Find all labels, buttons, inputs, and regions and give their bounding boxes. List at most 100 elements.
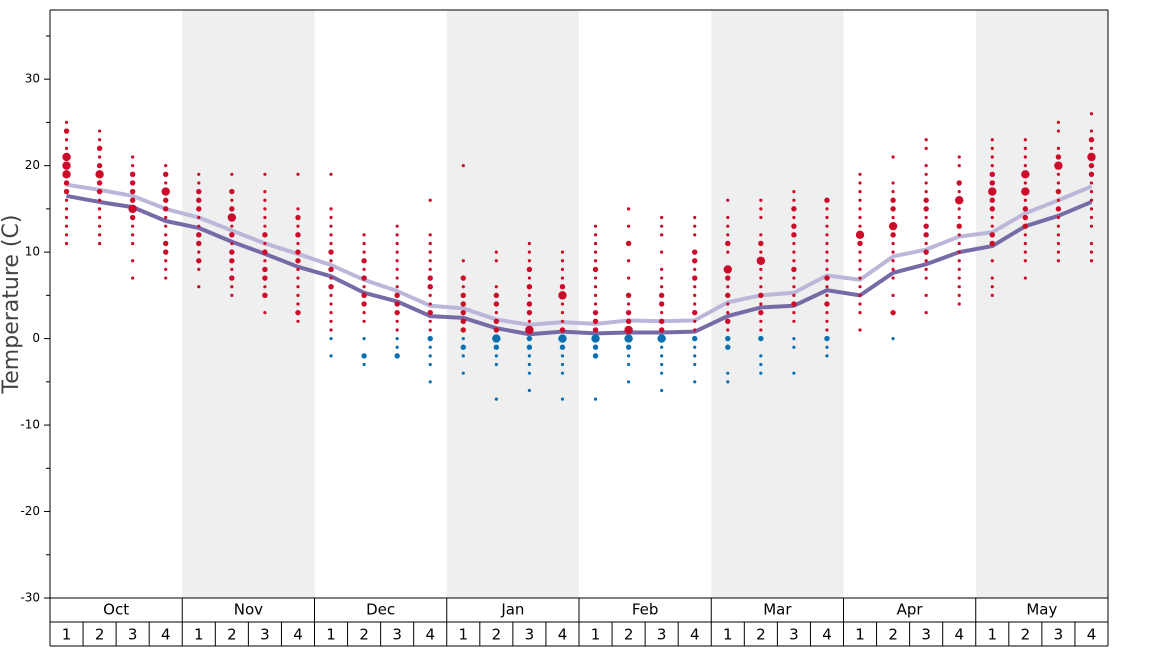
temperature-dot: [428, 319, 432, 323]
month-band: [182, 10, 315, 598]
week-label: 4: [425, 626, 435, 644]
temperature-dot: [891, 293, 895, 297]
temperature-dot: [593, 241, 598, 246]
temperature-dot: [825, 345, 829, 349]
temperature-dot: [131, 164, 135, 168]
temperature-dot: [62, 170, 71, 179]
temperature-dot: [196, 188, 202, 195]
temperature-dot: [990, 224, 994, 228]
temperature-dot: [362, 336, 366, 341]
temperature-dot: [164, 276, 168, 280]
temperature-dot: [924, 189, 928, 194]
temperature-dot: [1056, 259, 1061, 263]
temperature-dot: [658, 318, 665, 324]
temperature-dot: [131, 241, 135, 246]
temperature-dot: [660, 215, 664, 220]
temperature-dot: [693, 302, 697, 306]
temperature-dot: [527, 259, 532, 263]
temperature-dot: [792, 336, 796, 341]
week-label: 4: [1087, 626, 1097, 644]
temperature-dot: [592, 327, 599, 333]
temperature-dot: [329, 276, 333, 280]
temperature-dot: [262, 266, 268, 273]
temperature-dot: [693, 224, 697, 228]
week-label: 3: [128, 626, 138, 644]
temperature-dot: [560, 354, 565, 358]
temperature-dot: [593, 233, 598, 237]
temperature-dot: [891, 215, 895, 220]
temperature-dot: [957, 215, 961, 220]
temperature-dot: [956, 180, 962, 186]
temperature-dot: [461, 371, 465, 375]
week-label: 2: [359, 626, 369, 644]
temperature-dot: [558, 334, 567, 343]
temperature-dot: [230, 172, 234, 176]
temperature-dot: [460, 301, 466, 307]
temperature-dot: [593, 397, 598, 401]
temperature-dot: [329, 172, 333, 176]
temperature-dot: [428, 354, 432, 358]
temperature-dot: [924, 267, 928, 272]
temperature-dot: [227, 213, 237, 222]
temperature-dot: [1087, 152, 1096, 162]
temperature-dot: [395, 241, 399, 246]
temperature-dot: [726, 371, 730, 375]
temperature-dot: [64, 120, 69, 125]
temperature-dot: [957, 276, 961, 280]
temperature-dot: [957, 164, 961, 168]
temperature-dot: [295, 214, 301, 221]
temperature-dot: [726, 380, 730, 384]
temperature-dot: [64, 224, 69, 228]
temperature-dot: [1054, 161, 1063, 170]
temperature-dot: [825, 354, 829, 358]
temperature-dot: [825, 285, 829, 289]
temperature-dot: [625, 240, 632, 247]
temperature-dot: [361, 258, 367, 264]
temperature-dot: [825, 267, 829, 272]
temperature-dot: [891, 259, 895, 263]
temperature-dot: [857, 240, 863, 247]
temperature-dot: [161, 187, 170, 196]
temperature-dot: [230, 285, 234, 289]
temperature-dot: [1055, 206, 1062, 212]
temperature-dot: [1089, 207, 1094, 211]
temperature-dot: [924, 241, 928, 246]
temperature-dot: [693, 267, 697, 272]
temperature-dot: [428, 267, 432, 272]
temperature-dot: [990, 285, 994, 289]
temperature-dot: [263, 172, 267, 176]
temperature-dot: [394, 353, 400, 359]
temperature-dot: [923, 223, 929, 229]
temperature-dot: [1088, 137, 1095, 143]
month-label: Oct: [103, 601, 129, 619]
month-label: Mar: [763, 601, 792, 619]
temperature-dot: [759, 276, 763, 280]
temperature-dot: [62, 152, 71, 162]
temperature-dot: [559, 284, 566, 290]
temperature-dot: [791, 301, 797, 307]
temperature-dot: [1088, 171, 1095, 177]
temperature-dot: [1023, 241, 1027, 246]
temperature-dot: [494, 397, 498, 401]
temperature-dot: [890, 197, 896, 203]
temperature-dot: [427, 309, 433, 316]
temperature-dot: [624, 325, 633, 335]
temperature-dot: [792, 371, 796, 375]
temperature-dot: [263, 259, 267, 263]
temperature-dot: [956, 223, 962, 229]
temperature-dot: [693, 380, 697, 384]
temperature-dot: [692, 258, 698, 264]
temperature-dot: [758, 240, 764, 247]
temperature-dot: [296, 302, 300, 306]
temperature-dot: [825, 293, 829, 297]
temperature-dot: [791, 223, 797, 229]
temperature-dot: [924, 215, 928, 220]
temperature-dot: [891, 336, 895, 341]
temperature-dot: [825, 319, 829, 323]
temperature-dot: [262, 275, 268, 281]
temperature-dot: [97, 241, 102, 246]
temperature-dot: [626, 224, 631, 228]
temperature-dot: [658, 327, 665, 333]
temperature-dot: [759, 198, 763, 202]
